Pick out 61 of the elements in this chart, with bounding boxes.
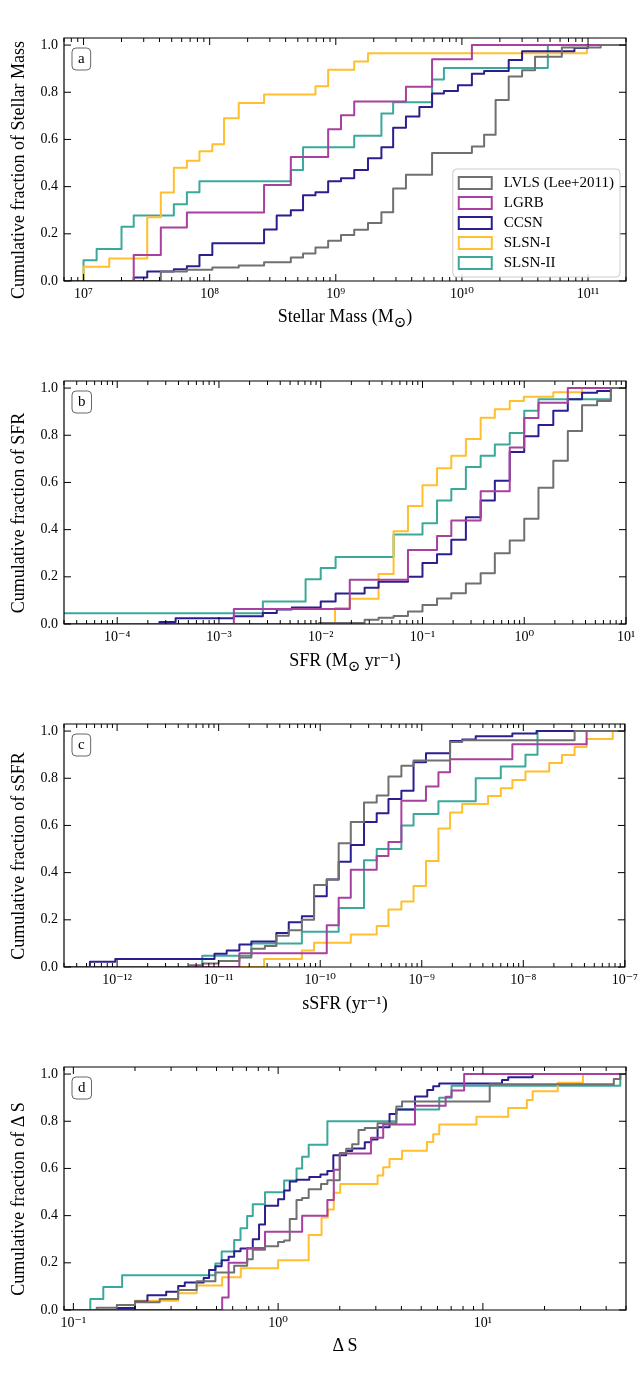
x-tick-label: 10¹: [616, 629, 636, 645]
y-tick-label: 1.0: [40, 1065, 58, 1081]
x-tick-label: 10⁻²: [307, 629, 334, 645]
y-tick-label: 1.0: [40, 722, 58, 738]
x-tick-label: 10¹: [473, 1315, 492, 1331]
x-tick-label: 10⁻¹⁰: [304, 972, 337, 988]
x-tick-label: 10⁻⁸: [510, 972, 537, 988]
y-tick-label: 0.0: [40, 272, 58, 288]
x-axis-title: sSFR (yr⁻¹): [301, 992, 389, 1014]
y-tick-label: 0.0: [40, 958, 58, 974]
x-tick-label: 10⁰: [514, 629, 535, 645]
y-axis-title: Cumulative fraction of Stellar Mass: [7, 41, 29, 299]
x-tick-label: 10⁷: [74, 286, 94, 302]
annotation: b: [78, 392, 86, 409]
x-tick-label: 10⁻¹¹: [203, 972, 234, 988]
y-tick-label: 0.6: [40, 1160, 58, 1176]
x-tick-label: 10⁻¹: [60, 1315, 87, 1331]
y-tick-label: 0.0: [40, 615, 58, 631]
y-tick-label: 0.6: [40, 817, 58, 833]
x-tick-label: 10¹⁰: [450, 286, 475, 302]
y-tick-label: 0.2: [40, 1254, 58, 1270]
x-tick-label: 10⁹: [326, 286, 346, 302]
y-axis-title: Cumulative fraction of SFR: [7, 412, 29, 614]
x-tick-label: 10⁰: [268, 1315, 289, 1331]
x-axis-title: Δ S: [331, 1335, 359, 1356]
y-tick-label: 0.0: [40, 1301, 58, 1317]
y-tick-label: 0.8: [40, 1112, 58, 1128]
y-tick-label: 0.4: [40, 1207, 58, 1223]
x-tick-label: 10⁻³: [206, 629, 232, 645]
x-tick-label: 10⁸: [200, 286, 220, 302]
x-axis-title: Stellar Mass (M$_{⊙}$): [276, 306, 414, 331]
legend-label: LVLS (Lee+2011): [503, 173, 615, 191]
y-axis-title: Cumulative fraction of Δ S: [7, 1102, 29, 1296]
x-tick-label: 10⁻⁹: [408, 972, 436, 988]
y-tick-label: 0.2: [40, 225, 58, 241]
x-tick-label: 10⁻⁷: [611, 972, 639, 988]
y-tick-label: 0.4: [40, 178, 58, 194]
annotation: d: [78, 1078, 86, 1095]
y-tick-label: 0.8: [40, 769, 58, 785]
y-tick-label: 0.8: [40, 426, 58, 442]
y-tick-label: 0.4: [40, 521, 58, 537]
y-tick-label: 0.6: [40, 474, 58, 490]
y-tick-label: 0.4: [40, 864, 58, 880]
y-tick-label: 1.0: [40, 379, 58, 395]
y-tick-label: 0.6: [40, 131, 58, 147]
annotation: a: [78, 49, 85, 66]
legend-label: SLSN-II: [503, 253, 556, 270]
x-tick-label: 10⁻¹: [409, 629, 436, 645]
legend-label: LGRB: [503, 193, 544, 210]
legend-label: CCSN: [503, 213, 544, 230]
y-tick-label: 0.2: [40, 568, 58, 584]
y-tick-label: 0.8: [40, 83, 58, 99]
x-tick-label: 10⁻⁴: [104, 629, 131, 645]
y-tick-label: 1.0: [40, 36, 58, 52]
x-tick-label: 10¹¹: [576, 286, 600, 302]
y-tick-label: 0.2: [40, 911, 58, 927]
legend-label: SLSN-I: [503, 233, 551, 250]
x-tick-label: 10⁻¹²: [102, 972, 132, 988]
y-axis-title: Cumulative fraction of sSFR: [7, 752, 29, 960]
x-axis-title: SFR (M$_{⊙}$ yr⁻¹): [288, 649, 402, 675]
annotation: c: [78, 735, 85, 752]
